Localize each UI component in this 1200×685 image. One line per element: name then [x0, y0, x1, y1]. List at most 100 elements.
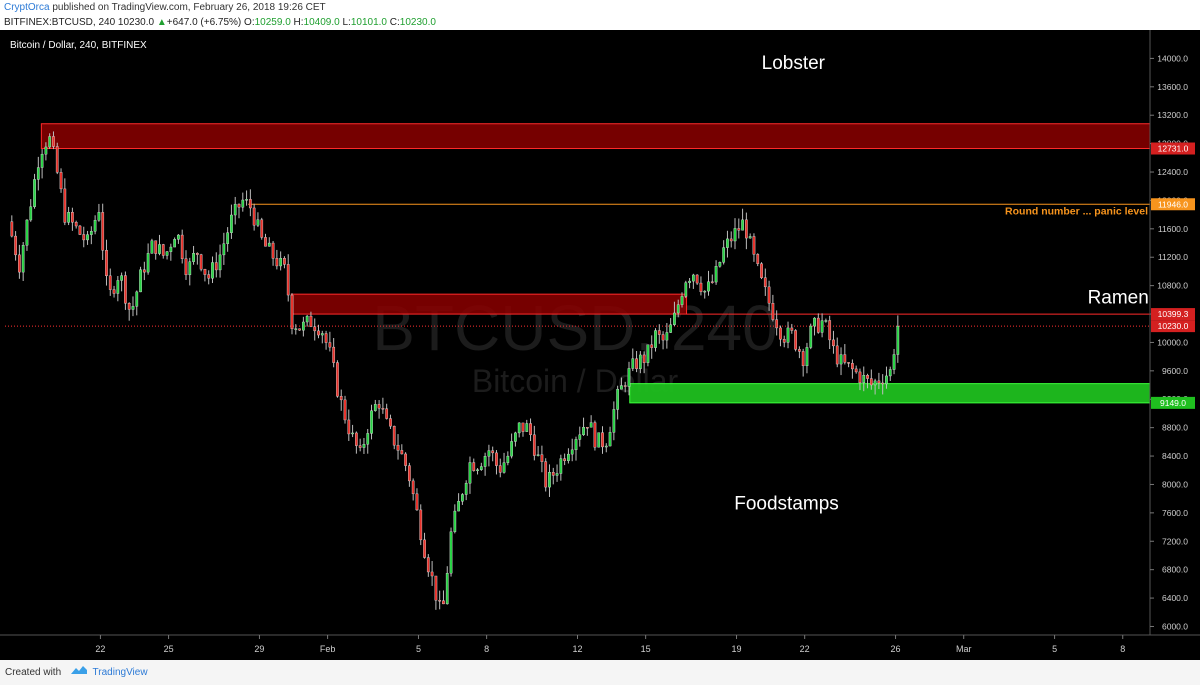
created-with-text: Created with [5, 667, 62, 679]
candle-down [286, 264, 290, 296]
candle-up [517, 422, 521, 434]
candle-up [570, 449, 574, 455]
y-tick-label: 8800.0 [1162, 423, 1188, 433]
author-link[interactable]: CryptOrca [4, 2, 50, 13]
candle-up [824, 320, 828, 322]
candle-down [336, 362, 339, 397]
candle-down [203, 268, 207, 275]
candle-up [620, 385, 623, 390]
candle-down [729, 238, 733, 242]
chart-area[interactable]: BTCUSD, 240 Bitcoin / Dollar Lobster Round… [0, 30, 1200, 660]
candle-down [214, 262, 218, 271]
candle-up [279, 258, 283, 267]
candle-up [211, 262, 214, 279]
candle-down [442, 600, 445, 605]
candle-up [631, 358, 635, 369]
candle-up [820, 320, 824, 333]
candle-up [733, 228, 737, 242]
tradingview-brand-link[interactable]: TradingView [92, 667, 148, 679]
candle-down [63, 188, 67, 223]
candle-down [816, 317, 820, 333]
candle-down [180, 234, 184, 259]
price-label-12731-bg [1151, 142, 1195, 155]
x-tick-label: Mar [956, 644, 972, 654]
candle-up [479, 466, 483, 470]
close-label: C: [389, 17, 400, 28]
y-tick-label: 6000.0 [1162, 621, 1188, 631]
candle-down [52, 136, 55, 147]
candle-down [195, 253, 199, 255]
candle-up [892, 354, 896, 370]
candle-down [358, 445, 362, 448]
x-tick-label: 25 [164, 644, 174, 654]
candle-down [430, 571, 434, 577]
candle-up [896, 325, 900, 355]
candle-down [760, 263, 763, 278]
price-label-11946: 11946.0 [1158, 199, 1188, 209]
candle-up [116, 280, 120, 294]
candle-down [10, 221, 14, 237]
candle-down [756, 254, 760, 264]
y-tick-label: 7600.0 [1162, 508, 1188, 518]
candle-up [627, 368, 631, 387]
candle-up [862, 375, 866, 384]
published-text: published on TradingView.com, February 2… [52, 2, 326, 13]
price-label-10230-bg [1151, 320, 1195, 333]
candle-up [665, 332, 669, 341]
y-tick-label: 6400.0 [1162, 593, 1188, 603]
candle-down [377, 404, 381, 409]
candle-up [703, 290, 707, 293]
price-label-10230: 10230.0 [1158, 321, 1189, 331]
x-tick-label: 5 [1052, 644, 1057, 654]
y-tick-label: 9600.0 [1162, 366, 1188, 376]
candle-down [343, 399, 347, 421]
price-label-11946-bg [1151, 198, 1195, 211]
candle-down [74, 221, 78, 227]
candle-up [366, 433, 370, 445]
candle-up [40, 153, 44, 168]
candle-down [298, 328, 301, 331]
candle-up [688, 280, 691, 283]
candle-up [483, 456, 487, 467]
candle-up [158, 244, 161, 254]
candle-down [105, 250, 108, 277]
candle-up [139, 269, 142, 293]
candle-down [313, 326, 317, 332]
candle-up [449, 531, 453, 574]
candle-up [555, 473, 559, 476]
candle-down [744, 219, 748, 239]
x-tick-label: 8 [1120, 644, 1125, 654]
tradingview-logo-icon [70, 660, 88, 685]
candle-down [737, 228, 741, 231]
candle-down [411, 480, 415, 495]
candle-down [275, 258, 279, 267]
candle-down [851, 363, 854, 370]
candle-up [362, 444, 366, 448]
candle-up [267, 242, 271, 247]
candle-up [616, 388, 620, 410]
candle-up [676, 304, 680, 314]
candle-up [373, 404, 377, 411]
y-tick-label: 10800.0 [1157, 281, 1188, 291]
candle-up [468, 462, 472, 484]
candle-down [635, 358, 638, 369]
candle-down [124, 275, 127, 304]
support-zone [629, 383, 1151, 404]
candle-up [839, 354, 843, 365]
candle-down [472, 462, 476, 471]
candle-up [67, 212, 70, 223]
x-tick-label: 12 [572, 644, 582, 654]
candle-up [805, 347, 809, 367]
candle-up [97, 212, 101, 221]
x-tick-label: 29 [254, 644, 264, 654]
candle-down [495, 452, 498, 466]
candle-down [332, 346, 336, 363]
y-tick-label: 11200.0 [1158, 252, 1188, 262]
candle-up [809, 325, 813, 348]
candle-up [604, 445, 608, 448]
candle-up [445, 572, 449, 605]
candle-down [763, 277, 767, 288]
candle-up [813, 317, 816, 327]
symbol-name[interactable]: BITFINEX:BTCUSD, 240 [4, 17, 116, 28]
